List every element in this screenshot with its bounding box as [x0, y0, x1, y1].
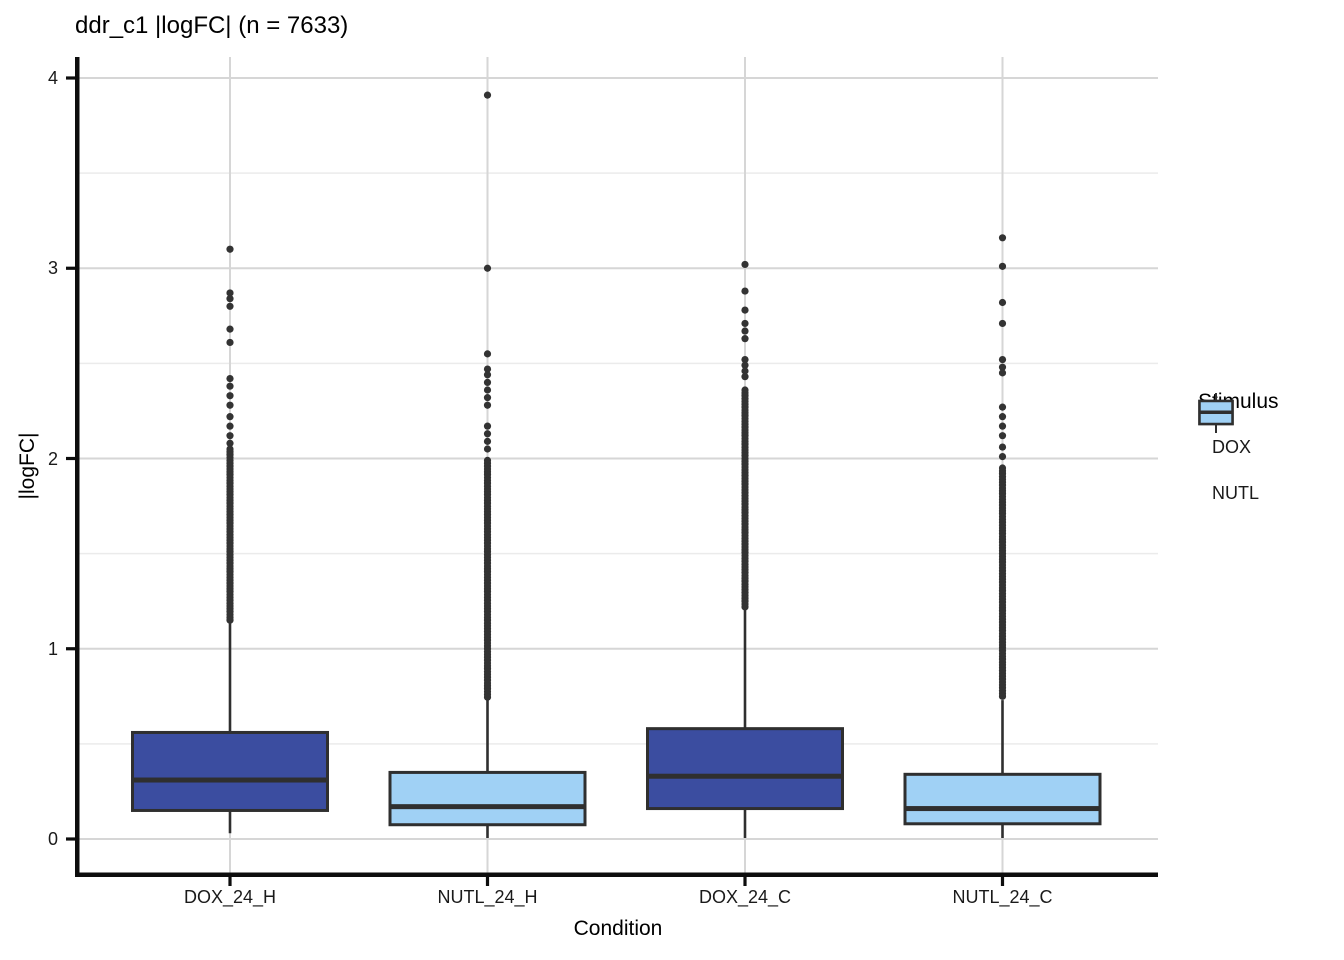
chart-title: ddr_c1 |logFC| (n = 7633) — [75, 12, 349, 39]
outlier-dot — [483, 437, 492, 445]
outlier-dot — [998, 355, 1007, 364]
legend: Stimulus DOX NUTL — [1196, 390, 1279, 516]
outlier-dot — [998, 363, 1007, 371]
outlier-dot — [483, 365, 492, 373]
outlier-dot — [741, 287, 749, 295]
y-tick-mark — [66, 76, 75, 80]
outlier-dot — [741, 306, 749, 314]
outlier-dot — [998, 452, 1007, 461]
outlier-dot — [483, 693, 492, 701]
outlier-dot — [226, 439, 234, 447]
outlier-dot — [226, 295, 234, 303]
outlier-dot — [226, 401, 234, 409]
outlier-dot — [483, 371, 492, 379]
outlier-dot — [998, 234, 1007, 242]
x-tick-mark — [228, 877, 232, 886]
y-tick-label: 3 — [47, 258, 58, 279]
box-rect — [388, 770, 587, 827]
y-tick-mark — [66, 456, 75, 461]
outlier-dot — [998, 413, 1007, 421]
outlier-dot — [483, 264, 492, 272]
outlier-dot — [998, 443, 1007, 451]
box-median — [906, 806, 1099, 812]
outlier-dot — [741, 373, 749, 381]
outlier-dot — [741, 361, 749, 369]
outlier-dot — [226, 413, 234, 421]
y-tick-mark — [66, 647, 75, 651]
y-tick-label: 4 — [47, 68, 58, 88]
outlier-dot — [226, 325, 234, 333]
x-tick-mark — [485, 877, 490, 886]
box-rect — [131, 730, 329, 812]
y-axis-line — [75, 57, 80, 877]
outlier-dot — [226, 432, 234, 440]
outlier-dot — [741, 335, 749, 343]
outlier-dot — [483, 394, 492, 402]
outlier-dot — [741, 327, 749, 335]
outlier-dot — [226, 245, 234, 253]
outlier-dot — [998, 403, 1007, 411]
legend-item-nutl: NUTL — [1196, 393, 1279, 516]
outlier-dot — [998, 298, 1007, 307]
outlier-dot — [998, 432, 1007, 440]
y-tick-mark — [66, 266, 75, 270]
outlier-dot — [226, 302, 234, 310]
y-tick-label: 0 — [47, 829, 58, 849]
outlier-dot — [741, 603, 749, 611]
outlier-dot — [483, 401, 492, 409]
x-tick-label: NUTL_24_H — [437, 887, 538, 907]
outlier-dot — [741, 355, 749, 364]
x-tick-label: DOX_24_C — [698, 887, 792, 907]
outlier-dot — [226, 422, 234, 430]
outlier-dot — [998, 422, 1007, 430]
y-tick-label: 2 — [47, 448, 58, 469]
outlier-dot — [998, 369, 1007, 377]
outlier-dot — [226, 289, 234, 297]
outlier-dot — [226, 392, 234, 400]
outlier-dot — [741, 260, 749, 269]
box-median — [134, 777, 326, 783]
x-axis-line — [75, 872, 1158, 877]
outlier-dot — [226, 374, 234, 383]
x-tick-mark — [743, 877, 747, 886]
outlier-dot — [226, 616, 234, 624]
outlier-dot — [483, 422, 492, 430]
box-median — [649, 773, 841, 779]
outlier-dot — [998, 319, 1007, 328]
outlier-dot — [998, 262, 1007, 270]
x-axis-title: Condition — [573, 917, 663, 940]
outlier-dot — [483, 350, 492, 358]
box-median — [391, 804, 584, 810]
y-tick-label: 1 — [47, 638, 58, 659]
outlier-dot — [483, 430, 492, 438]
outlier-dot — [226, 382, 234, 390]
boxplot-key-icon — [1198, 393, 1234, 433]
x-tick-mark — [1000, 877, 1005, 886]
outlier-dot — [741, 319, 749, 328]
x-tick-label: NUTL_24_C — [952, 887, 1053, 907]
legend-label-nutl: NUTL — [1212, 482, 1260, 503]
outlier-dot — [483, 386, 492, 394]
legend-label-dox: DOX — [1212, 436, 1252, 457]
y-tick-mark — [66, 837, 75, 841]
outlier-dot — [226, 338, 234, 347]
box-rect — [903, 772, 1102, 826]
outlier-dot — [741, 367, 749, 375]
outlier-dot — [483, 378, 492, 386]
box-rect — [646, 727, 844, 811]
outlier-dot — [483, 91, 492, 99]
outlier-dot — [483, 445, 492, 453]
outlier-dot — [998, 692, 1007, 700]
x-tick-label: DOX_24_H — [183, 887, 277, 907]
